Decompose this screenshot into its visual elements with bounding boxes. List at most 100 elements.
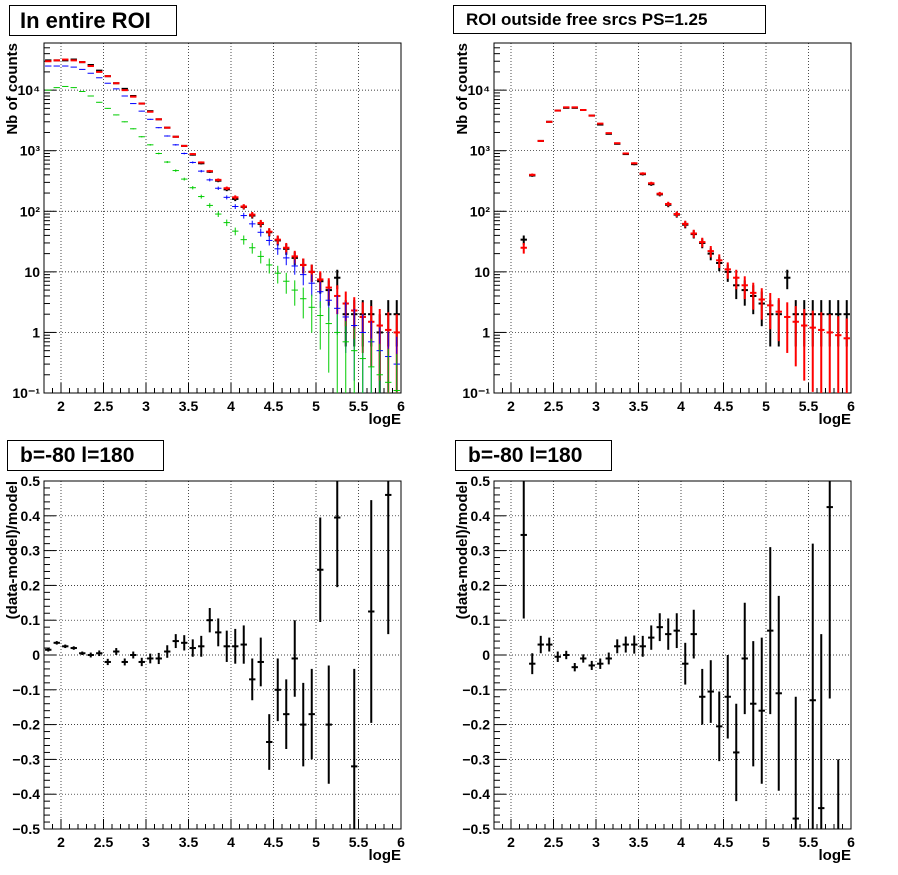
data-point — [631, 162, 638, 165]
y-tick-label: 0.1 — [471, 612, 491, 628]
y-tick-label: 0.2 — [21, 577, 41, 593]
data-point — [393, 353, 400, 393]
data-point — [580, 654, 587, 663]
data-point — [147, 653, 154, 664]
y-tick-label: −0.3 — [462, 751, 490, 767]
data-point — [62, 644, 69, 649]
x-axis-label: logE — [819, 411, 852, 428]
y-tick-label: −0.2 — [462, 717, 490, 733]
data-point — [291, 620, 298, 697]
x-tick-label: 4.5 — [714, 398, 734, 414]
data-point — [266, 228, 273, 236]
data-point — [529, 653, 536, 675]
data-point — [223, 219, 230, 227]
data-point — [240, 212, 247, 219]
data-point — [588, 660, 595, 670]
data-point — [351, 668, 358, 829]
data-point — [147, 110, 154, 113]
data-point — [121, 121, 128, 123]
data-point — [138, 657, 145, 667]
x-tick-label: 2.5 — [544, 398, 564, 414]
series-3 — [45, 85, 400, 393]
data-point — [70, 87, 77, 89]
data-point — [300, 682, 307, 767]
data-point — [215, 186, 222, 191]
x-tick-label: 4.5 — [264, 834, 284, 850]
x-tick-label: 3.5 — [629, 398, 649, 414]
data-point — [597, 658, 604, 669]
y-tick-label: 10 — [24, 264, 40, 280]
y-tick-label: 0.5 — [471, 473, 491, 489]
data-point — [45, 648, 52, 652]
data-point — [198, 169, 205, 173]
title-box-counts-outside-srcs: ROI outside free srcs PS=1.25 — [453, 5, 766, 34]
data-point — [249, 211, 256, 218]
data-point — [215, 178, 222, 182]
data-point — [181, 144, 188, 147]
data-point — [300, 287, 307, 319]
x-tick-label: 2 — [57, 834, 65, 850]
data-point — [249, 658, 256, 701]
x-tick-label: 2.5 — [94, 834, 114, 850]
y-tick-label: 0.3 — [21, 543, 41, 559]
data-point — [130, 103, 137, 105]
data-point — [215, 618, 222, 647]
data-point — [53, 641, 60, 645]
x-axis-label: logE — [369, 847, 402, 864]
data-point — [818, 634, 825, 829]
data-point — [631, 635, 638, 654]
data-point — [206, 169, 213, 173]
grid-lines — [494, 43, 851, 393]
data-point — [45, 89, 52, 91]
data-point — [198, 635, 205, 657]
data-point — [317, 517, 324, 622]
data-point — [164, 161, 171, 164]
data-point — [733, 269, 740, 290]
data-point — [266, 714, 273, 770]
data-point — [206, 178, 213, 182]
data-point — [588, 114, 595, 117]
data-point — [155, 652, 162, 665]
data-point — [826, 481, 833, 699]
y-tick-label: 10⁴ — [18, 82, 41, 98]
data-point — [291, 259, 298, 275]
data-point — [529, 173, 536, 177]
data-point — [351, 327, 358, 393]
data-point — [121, 89, 128, 92]
data-point — [673, 613, 680, 649]
y-tick-label: 10³ — [470, 143, 491, 159]
series-1 — [520, 106, 850, 393]
data-point — [181, 635, 188, 651]
data-point — [605, 652, 612, 665]
data-point — [741, 276, 748, 300]
data-point — [546, 637, 553, 652]
x-tick-label: 2.5 — [94, 398, 114, 414]
data-point — [147, 144, 154, 146]
data-marks — [520, 481, 840, 829]
data-point — [79, 651, 86, 655]
data-point — [223, 195, 230, 200]
data-point — [614, 142, 621, 145]
data-point — [147, 118, 154, 120]
data-point — [215, 211, 222, 217]
x-tick-label: 6 — [397, 834, 405, 850]
data-point — [283, 242, 290, 254]
data-point — [240, 235, 247, 245]
x-tick-label: 3 — [592, 834, 600, 850]
data-point — [724, 655, 731, 739]
data-point — [648, 625, 655, 650]
panel-2: 2 2.5 3 3.5 4 4.5 5 5.5 6 −0.5 −0.4 −0.3 −0.2 −0.1 0 0.… — [4, 473, 405, 864]
data-point — [164, 135, 171, 137]
x-axis-label: logE — [819, 847, 852, 864]
data-point — [257, 228, 264, 237]
data-point — [690, 229, 697, 238]
data-point — [189, 639, 196, 657]
x-tick-label: 5.5 — [349, 398, 369, 414]
x-tick-label: 6 — [847, 398, 855, 414]
y-tick-label: −0.1 — [462, 682, 490, 698]
data-point — [121, 95, 128, 97]
data-point — [232, 628, 239, 664]
x-tick-label: 4 — [227, 398, 235, 414]
data-point — [223, 630, 230, 662]
data-point — [181, 152, 188, 155]
